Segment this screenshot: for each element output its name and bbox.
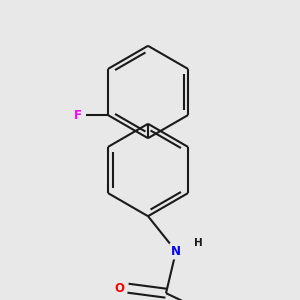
Text: O: O — [114, 282, 124, 295]
Text: H: H — [194, 238, 202, 248]
Text: F: F — [74, 109, 82, 122]
Text: N: N — [171, 245, 181, 258]
